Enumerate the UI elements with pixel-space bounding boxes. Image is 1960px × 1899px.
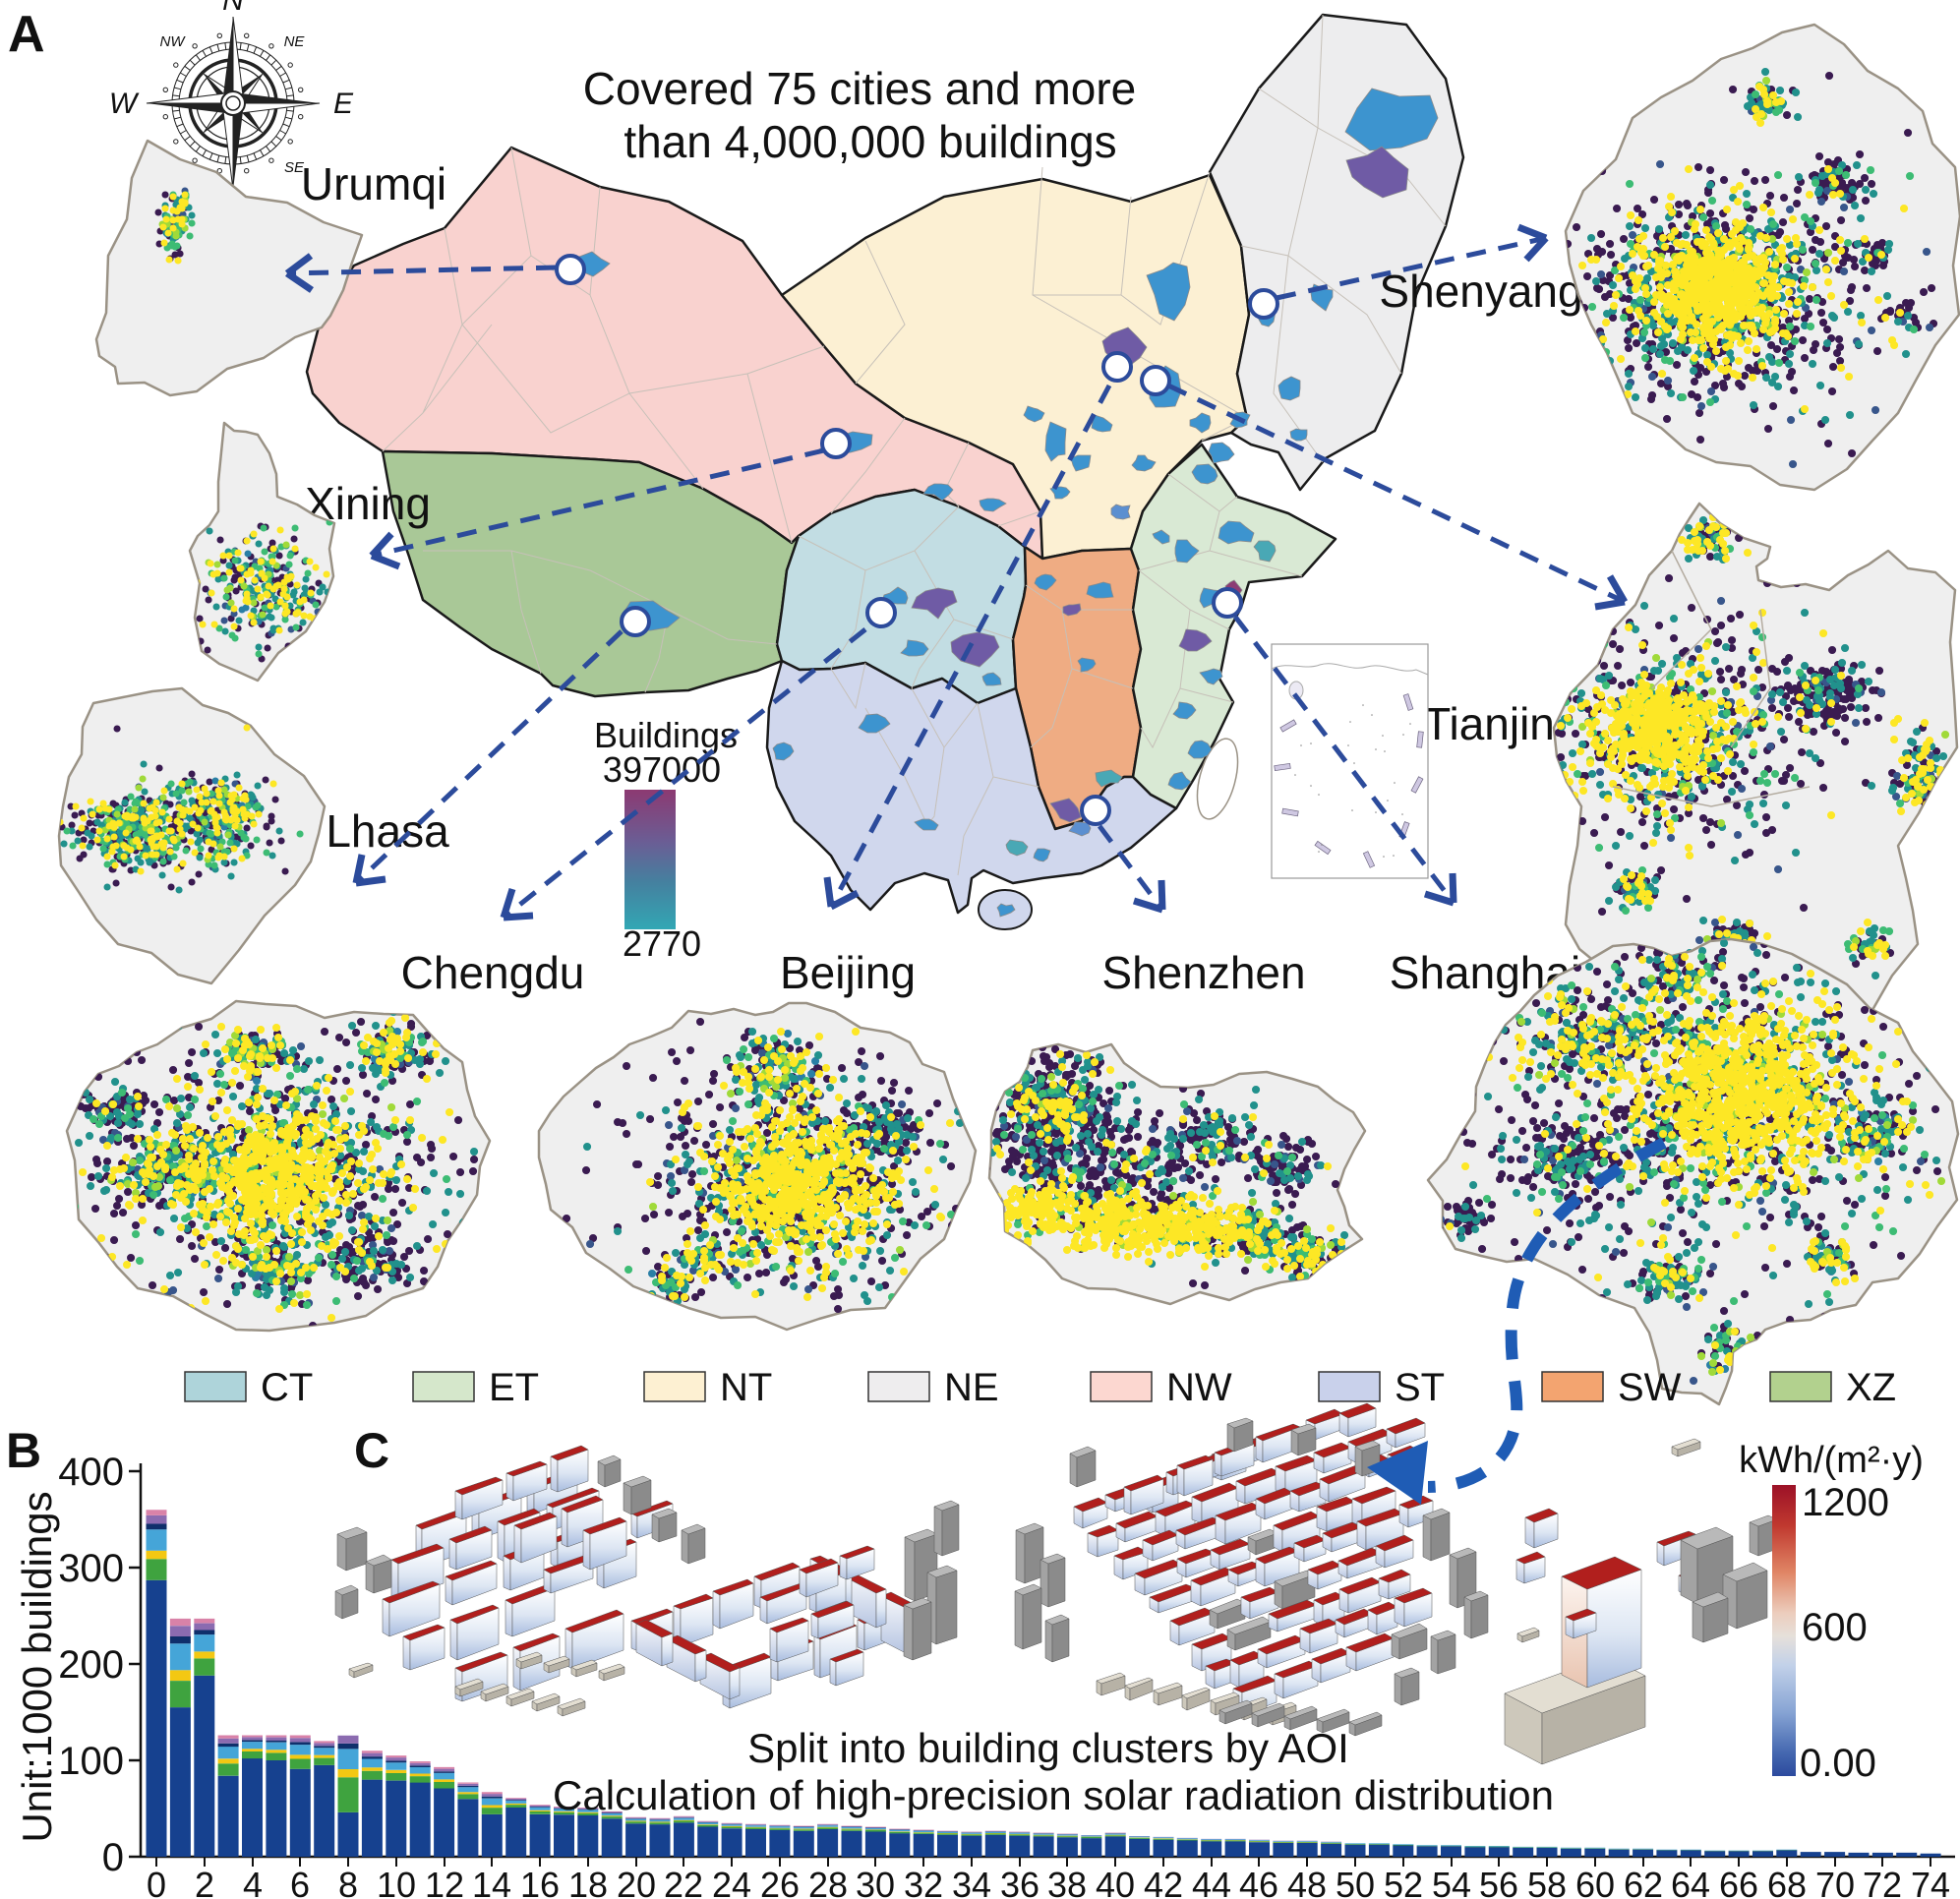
svg-text:54: 54 (1432, 1865, 1471, 1899)
svg-text:Urumqi: Urumqi (301, 158, 446, 209)
svg-text:Chengdu: Chengdu (401, 947, 585, 998)
svg-text:30: 30 (856, 1865, 895, 1899)
svg-text:2: 2 (195, 1865, 214, 1899)
svg-text:NE: NE (944, 1366, 999, 1409)
svg-text:E: E (333, 88, 354, 120)
svg-text:NE: NE (284, 33, 306, 50)
svg-text:ST: ST (1395, 1366, 1445, 1409)
svg-text:24: 24 (712, 1865, 751, 1899)
svg-text:Shenyang: Shenyang (1379, 266, 1582, 317)
svg-text:Calculation of high-precision: Calculation of high-precision solar radi… (553, 1772, 1554, 1818)
svg-text:52: 52 (1384, 1865, 1423, 1899)
svg-text:NW: NW (1166, 1366, 1232, 1409)
svg-text:8: 8 (338, 1865, 358, 1899)
svg-text:20: 20 (617, 1865, 656, 1899)
svg-text:N: N (222, 0, 244, 17)
svg-text:28: 28 (808, 1865, 848, 1899)
svg-text:68: 68 (1767, 1865, 1807, 1899)
svg-text:18: 18 (568, 1865, 608, 1899)
svg-text:60: 60 (1575, 1865, 1615, 1899)
svg-text:0.00: 0.00 (1800, 1742, 1876, 1785)
svg-text:Shenzhen: Shenzhen (1101, 947, 1305, 998)
svg-text:36: 36 (1000, 1865, 1039, 1899)
svg-text:72: 72 (1863, 1865, 1902, 1899)
svg-text:40: 40 (1096, 1865, 1135, 1899)
svg-text:W: W (109, 88, 140, 120)
svg-text:64: 64 (1671, 1865, 1710, 1899)
svg-text:44: 44 (1192, 1865, 1231, 1899)
svg-text:100: 100 (58, 1740, 124, 1783)
svg-text:Tianjin: Tianjin (1423, 698, 1555, 749)
svg-text:CT: CT (261, 1366, 313, 1409)
svg-text:than 4,000,000 buildings: than 4,000,000 buildings (624, 116, 1116, 167)
svg-text:42: 42 (1144, 1865, 1183, 1899)
svg-text:0: 0 (102, 1836, 124, 1879)
svg-text:0: 0 (147, 1865, 166, 1899)
svg-text:Split into building clusters: Split into building clusters by AOI (747, 1725, 1349, 1771)
svg-text:16: 16 (520, 1865, 560, 1899)
svg-text:XZ: XZ (1846, 1366, 1896, 1409)
svg-text:58: 58 (1527, 1865, 1567, 1899)
svg-text:66: 66 (1719, 1865, 1758, 1899)
svg-text:SE: SE (284, 159, 305, 176)
svg-text:4: 4 (243, 1865, 263, 1899)
svg-text:ET: ET (489, 1366, 539, 1409)
svg-text:Unit:1000 buildings: Unit:1000 buildings (14, 1491, 60, 1842)
svg-text:70: 70 (1815, 1865, 1855, 1899)
svg-text:48: 48 (1287, 1865, 1327, 1899)
svg-text:62: 62 (1624, 1865, 1663, 1899)
svg-text:600: 600 (1802, 1606, 1868, 1649)
svg-text:A: A (8, 6, 45, 63)
svg-text:kWh/(m²·y): kWh/(m²·y) (1739, 1440, 1924, 1481)
svg-text:10: 10 (377, 1865, 416, 1899)
svg-text:400: 400 (58, 1451, 124, 1494)
svg-text:6: 6 (290, 1865, 310, 1899)
svg-text:Covered 75 cities and more: Covered 75 cities and more (583, 63, 1137, 114)
svg-text:200: 200 (58, 1643, 124, 1687)
svg-text:22: 22 (664, 1865, 703, 1899)
svg-text:32: 32 (904, 1865, 943, 1899)
svg-text:SW: SW (1618, 1366, 1682, 1409)
svg-text:26: 26 (760, 1865, 800, 1899)
svg-text:50: 50 (1336, 1865, 1375, 1899)
svg-text:300: 300 (58, 1547, 124, 1590)
svg-text:38: 38 (1047, 1865, 1087, 1899)
svg-text:397000: 397000 (603, 749, 721, 790)
svg-text:74: 74 (1911, 1865, 1950, 1899)
svg-text:46: 46 (1239, 1865, 1278, 1899)
svg-text:B: B (6, 1423, 41, 1478)
svg-text:NT: NT (720, 1366, 772, 1409)
svg-text:NW: NW (160, 33, 187, 50)
svg-text:Buildings: Buildings (594, 715, 738, 755)
svg-text:56: 56 (1479, 1865, 1518, 1899)
svg-text:12: 12 (425, 1865, 464, 1899)
svg-text:14: 14 (472, 1865, 511, 1899)
svg-text:2770: 2770 (623, 923, 701, 964)
svg-text:C: C (354, 1423, 389, 1478)
svg-text:Beijing: Beijing (780, 947, 916, 998)
svg-text:34: 34 (952, 1865, 991, 1899)
svg-text:1200: 1200 (1802, 1481, 1889, 1524)
